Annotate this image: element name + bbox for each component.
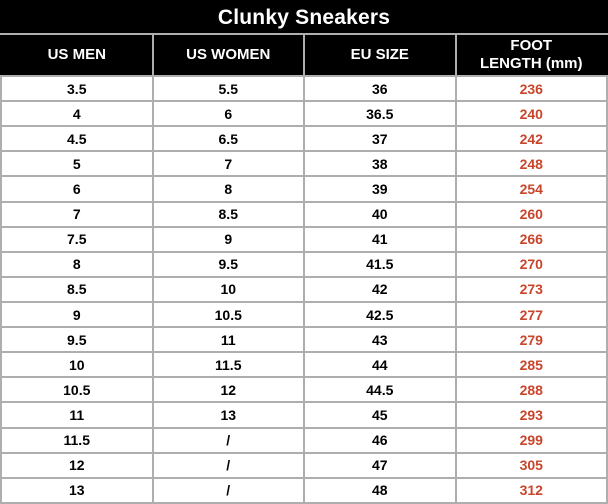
us-women-cell: /	[151, 426, 305, 454]
us-women-cell: 6	[151, 100, 305, 128]
eu-size-cell: 44.5	[303, 376, 457, 404]
us-women-cell: 10	[151, 275, 305, 303]
us-men-cell: 13	[0, 476, 154, 504]
us-women-cell: 11.5	[151, 351, 305, 379]
table-row: 13/48 312	[0, 476, 608, 504]
page-title: Clunky Sneakers	[0, 0, 608, 35]
column-header-us-women: US WOMEN	[151, 33, 305, 77]
eu-size-cell: 37	[303, 125, 457, 153]
us-men-cell: 4	[0, 100, 154, 128]
table-row: 12/47 305	[0, 451, 608, 479]
table-row: 10.5 12 44.5 288	[0, 376, 608, 404]
table-row: 11 13 45 293	[0, 401, 608, 429]
size-chart-header: Clunky Sneakers US MEN US WOMEN EU SIZE …	[0, 0, 608, 77]
foot-length-cell: 293	[454, 401, 608, 429]
table-row: 11.5/46 299	[0, 426, 608, 454]
foot-length-cell: 236	[454, 74, 608, 103]
us-men-cell: 9	[0, 300, 154, 329]
eu-size-cell: 46	[303, 426, 457, 454]
column-header-us-men: US MEN	[0, 33, 154, 77]
us-women-cell: 12	[151, 376, 305, 404]
foot-length-cell: 248	[454, 150, 608, 178]
us-women-cell: 9	[151, 225, 305, 253]
table-row: 3.5 5.5 36 236	[0, 74, 608, 103]
eu-size-cell: 44	[303, 351, 457, 379]
eu-size-cell: 38	[303, 150, 457, 178]
table-row: 9.5 11 43 279	[0, 326, 608, 354]
table-row: 8 9.5 41.5 270	[0, 250, 608, 278]
eu-size-cell: 36	[303, 74, 457, 103]
us-men-cell: 11	[0, 401, 154, 429]
us-men-cell: 3.5	[0, 74, 154, 103]
table-row: 4.5 6.5 37 242	[0, 125, 608, 153]
eu-size-cell: 42.5	[303, 300, 457, 329]
table-row: 6 8 39 254	[0, 175, 608, 203]
foot-length-cell: 242	[454, 125, 608, 153]
us-women-cell: 11	[151, 326, 305, 354]
us-men-cell: 10.5	[0, 376, 154, 404]
us-women-cell: /	[151, 451, 305, 479]
foot-length-cell: 270	[454, 250, 608, 278]
foot-length-cell: 305	[454, 451, 608, 479]
us-men-cell: 12	[0, 451, 154, 479]
us-men-cell: 11.5	[0, 426, 154, 454]
eu-size-cell: 39	[303, 175, 457, 203]
table-row: 5 7 38 248	[0, 150, 608, 178]
eu-size-cell: 43	[303, 326, 457, 354]
foot-length-cell: 273	[454, 275, 608, 303]
us-men-cell: 8	[0, 250, 154, 278]
title-row: Clunky Sneakers	[0, 0, 608, 35]
us-men-cell: 8.5	[0, 275, 154, 303]
foot-length-cell: 266	[454, 225, 608, 253]
foot-length-cell: 285	[454, 351, 608, 379]
us-men-cell: 10	[0, 351, 154, 379]
us-women-cell: /	[151, 476, 305, 504]
foot-length-cell: 240	[454, 100, 608, 128]
us-men-cell: 9.5	[0, 326, 154, 354]
eu-size-cell: 36.5	[303, 100, 457, 128]
eu-size-cell: 42	[303, 275, 457, 303]
eu-size-cell: 41.5	[303, 250, 457, 278]
us-men-cell: 7	[0, 200, 154, 228]
eu-size-cell: 40	[303, 200, 457, 228]
us-women-cell: 10.5	[151, 300, 305, 329]
foot-length-cell: 288	[454, 376, 608, 404]
table-row: 7 8.5 40 260	[0, 200, 608, 228]
table-row: 10 11.5 44 285	[0, 351, 608, 379]
foot-length-cell: 279	[454, 326, 608, 354]
us-women-cell: 8	[151, 175, 305, 203]
us-women-cell: 7	[151, 150, 305, 178]
eu-size-cell: 41	[303, 225, 457, 253]
foot-length-cell: 260	[454, 200, 608, 228]
us-women-cell: 5.5	[151, 74, 305, 103]
column-header-eu-size: EU SIZE	[303, 33, 457, 77]
us-women-cell: 9.5	[151, 250, 305, 278]
foot-length-cell: 312	[454, 476, 608, 504]
us-women-cell: 8.5	[151, 200, 305, 228]
table-row: 7.5 9 41 266	[0, 225, 608, 253]
foot-length-cell: 254	[454, 175, 608, 203]
foot-length-cell: 299	[454, 426, 608, 454]
column-header-row: US MEN US WOMEN EU SIZE FOOT LENGTH (mm)	[0, 33, 608, 77]
us-men-cell: 4.5	[0, 125, 154, 153]
eu-size-cell: 45	[303, 401, 457, 429]
size-table-body: 3.5 5.5 36 236 4 6 36.5 240 4.5 6.5 37 242 5 7 38 248 6 8…	[0, 74, 608, 504]
table-row: 9 10.5 42.5 277	[0, 300, 608, 329]
us-men-cell: 5	[0, 150, 154, 178]
eu-size-cell: 48	[303, 476, 457, 504]
us-men-cell: 7.5	[0, 225, 154, 253]
foot-length-cell: 277	[454, 300, 608, 329]
table-row: 4 6 36.5 240	[0, 100, 608, 128]
us-women-cell: 6.5	[151, 125, 305, 153]
us-women-cell: 13	[151, 401, 305, 429]
us-men-cell: 6	[0, 175, 154, 203]
column-header-foot-length: FOOT LENGTH (mm)	[454, 33, 608, 77]
table-row: 8.5 10 42 273	[0, 275, 608, 303]
eu-size-cell: 47	[303, 451, 457, 479]
